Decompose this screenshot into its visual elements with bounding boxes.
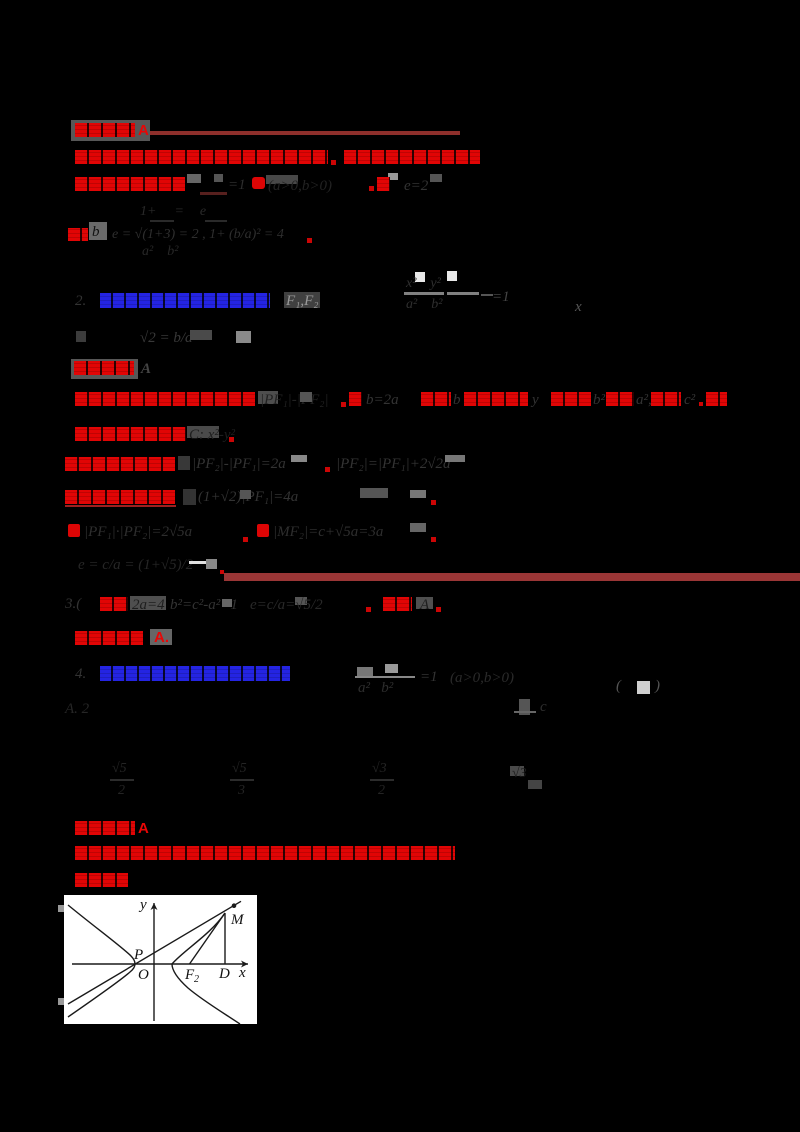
svg-text:M: M xyxy=(230,912,245,928)
svg-text:F: F xyxy=(184,967,195,983)
svg-text:O: O xyxy=(138,967,149,983)
svg-text:y: y xyxy=(138,897,147,913)
svg-text:D: D xyxy=(218,966,230,982)
svg-text:P: P xyxy=(133,947,143,963)
svg-text:x: x xyxy=(238,965,246,981)
svg-text:2: 2 xyxy=(194,974,199,985)
